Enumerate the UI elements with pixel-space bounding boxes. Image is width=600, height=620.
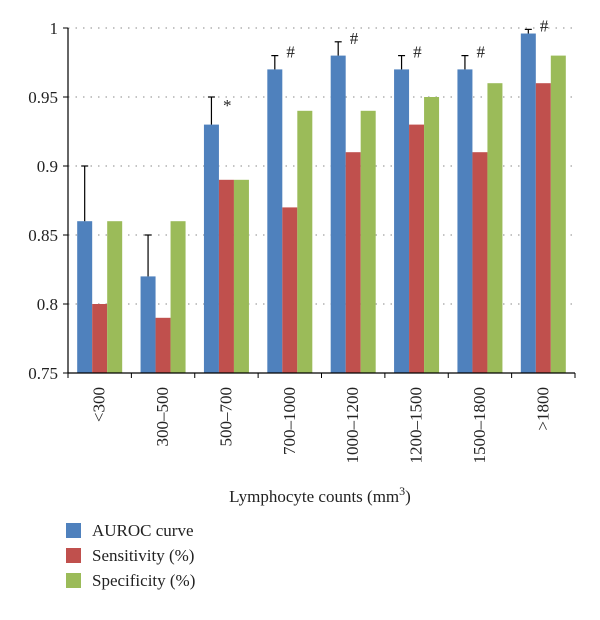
significance-marks: * # # # # # <box>223 16 549 115</box>
x-tick-label: 700–1000 <box>280 387 299 455</box>
bar <box>520 33 536 374</box>
bar <box>360 110 376 374</box>
bar <box>203 124 219 373</box>
bar <box>155 317 171 373</box>
x-tick-label: 500–700 <box>216 387 235 447</box>
bar <box>535 83 551 373</box>
x-axis-title-superscript: 3 <box>399 484 405 498</box>
bar <box>457 69 473 374</box>
legend-label: Sensitivity (%) <box>92 546 194 565</box>
bar <box>267 69 283 374</box>
significance-mark: # <box>413 43 422 62</box>
y-tick-label: 0.85 <box>28 226 58 245</box>
legend-swatch <box>66 523 81 538</box>
bar <box>550 55 566 373</box>
x-axis-title-suffix: ) <box>405 487 411 506</box>
legend-swatch <box>66 573 81 588</box>
x-tick-label: 300–500 <box>153 387 172 447</box>
x-axis-title: Lymphocyte counts (mm3) <box>229 484 411 506</box>
bar <box>394 69 410 374</box>
legend-label: Specificity (%) <box>92 571 195 590</box>
error-bars <box>81 28 532 277</box>
legend-label: AUROC curve <box>92 521 194 540</box>
bar <box>487 83 503 373</box>
bar <box>170 221 186 373</box>
bar <box>92 304 108 373</box>
x-tick-label: 1200–1500 <box>407 387 426 464</box>
x-tick-labels: <300 300–500 500–700 700–1000 1000–1200 1200–… <box>90 387 553 464</box>
significance-mark: # <box>350 29 359 48</box>
x-tick-label: 1500–1800 <box>470 387 489 464</box>
significance-mark: # <box>540 16 549 35</box>
y-tick-label: 0.9 <box>37 157 58 176</box>
legend-swatch <box>66 548 81 563</box>
y-tick-label: 0.95 <box>28 88 58 107</box>
bar <box>282 207 298 373</box>
bar <box>345 152 361 373</box>
bar <box>424 97 440 373</box>
y-tick-label: 0.75 <box>28 364 58 383</box>
legend: AUROC curve Sensitivity (%) Specificity (%… <box>66 521 195 590</box>
y-tick-label: 0.8 <box>37 295 58 314</box>
x-axis-title-main: Lymphocyte counts (mm <box>229 487 399 506</box>
bar <box>140 276 156 373</box>
y-tick-label: 1 <box>50 19 59 38</box>
significance-mark: * <box>223 96 232 115</box>
y-tick-labels: 0.75 0.8 0.85 0.9 0.95 1 <box>28 19 58 383</box>
bar <box>297 110 313 374</box>
bar <box>107 221 123 373</box>
bar <box>218 179 234 373</box>
x-tick-label: >1800 <box>533 387 552 431</box>
bars <box>77 33 566 374</box>
bar <box>330 55 346 373</box>
bar <box>77 221 93 373</box>
significance-mark: # <box>286 43 295 62</box>
bar <box>472 152 488 373</box>
axes <box>63 27 576 378</box>
x-tick-label: <300 <box>90 387 109 422</box>
x-tick-label: 1000–1200 <box>343 387 362 464</box>
bar <box>409 124 425 373</box>
significance-mark: # <box>476 43 485 62</box>
bar <box>233 179 249 373</box>
